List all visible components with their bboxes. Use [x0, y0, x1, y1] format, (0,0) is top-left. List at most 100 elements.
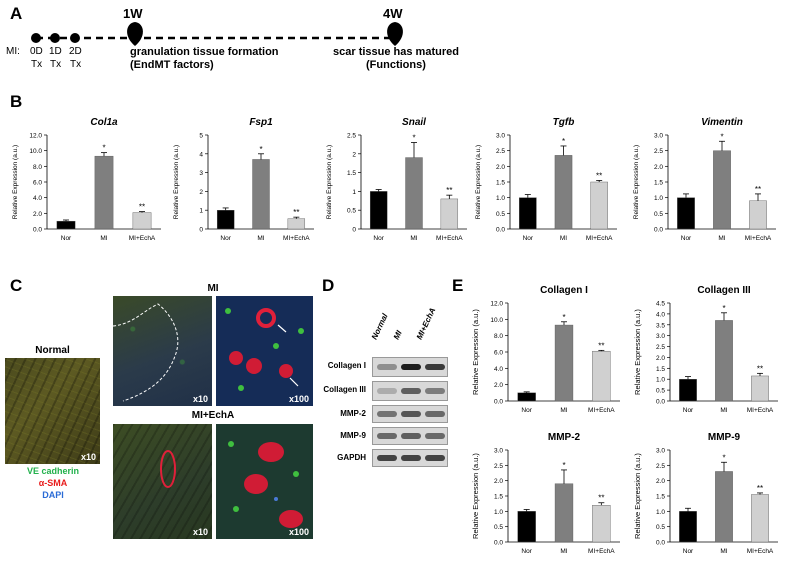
- y-tick-label: 0.0: [496, 227, 505, 234]
- bar-MI: [715, 320, 733, 402]
- y-tick-label: 3.0: [654, 133, 663, 140]
- blot-strip-1: [372, 381, 448, 401]
- bar-Nor: [679, 511, 697, 543]
- significance-mark: *: [720, 132, 723, 141]
- blot-band: [401, 455, 421, 461]
- micrograph-mi-echa-x10: x10: [113, 424, 212, 539]
- category-label: MI+EchA: [436, 235, 463, 242]
- significance-mark: **: [139, 203, 145, 212]
- legend-dapi: DAPI: [42, 490, 64, 500]
- bar-MI+EchA: [590, 181, 608, 230]
- y-tick-label: 0.5: [656, 524, 665, 531]
- y-axis-label: Relative Expression (a.u.): [633, 453, 642, 539]
- bar-Nor: [369, 191, 388, 230]
- y-tick-label: 2.0: [656, 478, 665, 485]
- panel-label-e: E: [452, 276, 464, 295]
- bar-MI: [554, 483, 574, 543]
- y-tick-label: 1.0: [494, 509, 503, 516]
- bar-MI: [94, 155, 114, 230]
- micrograph-normal: x10: [5, 358, 100, 464]
- y-tick-label: 1.5: [494, 494, 503, 501]
- y-tick-label: 2.5: [496, 148, 505, 155]
- bar-MI: [713, 150, 731, 230]
- significance-mark: *: [102, 144, 105, 153]
- y-axis-label: Relative Expression (a.u.): [12, 145, 19, 219]
- blot-band: [401, 411, 421, 417]
- y-tick-label: 1.5: [654, 180, 663, 187]
- y-tick-label: 0.5: [496, 211, 505, 218]
- bar-MI+EchA: [592, 505, 611, 543]
- normal-mag: x10: [80, 452, 96, 462]
- day-2-tx: Tx: [70, 59, 82, 70]
- category-label: Nor: [521, 407, 532, 414]
- bar-MI+EchA: [592, 350, 611, 402]
- y-tick-label: 2.0: [654, 164, 663, 171]
- normal-title: Normal: [35, 345, 70, 356]
- significance-mark: **: [596, 171, 602, 180]
- bar-MI+EchA: [440, 198, 459, 230]
- panel-label-b: B: [10, 92, 23, 111]
- day-1-label: 1D: [49, 46, 62, 57]
- chart-title: Tgfb: [553, 117, 575, 128]
- y-tick-label: 0.0: [654, 227, 663, 234]
- y-tick-label: 12.0: [29, 133, 42, 140]
- mi-label: MI:: [6, 46, 20, 57]
- category-label: MI: [560, 235, 567, 242]
- panel-label-a: A: [10, 4, 23, 23]
- y-tick-label: 3.0: [494, 448, 503, 455]
- y-tick-label: 3.0: [496, 133, 505, 140]
- bar-Nor: [56, 220, 76, 230]
- y-tick-label: 3.5: [656, 322, 665, 329]
- panel-label-c: C: [10, 276, 23, 295]
- y-tick-label: 2.0: [496, 164, 505, 171]
- blot-band: [401, 433, 421, 439]
- significance-mark: *: [562, 313, 565, 322]
- chart-title: Col1a: [90, 117, 118, 128]
- y-tick-label: 2.5: [654, 148, 663, 155]
- mi-title: MI: [207, 283, 219, 294]
- bar-MI: [554, 324, 574, 402]
- y-tick-label: 0.5: [656, 388, 665, 395]
- category-label: MI: [720, 548, 727, 555]
- blot-label-3: MMP-9: [340, 431, 366, 440]
- category-label: MI+EchA: [588, 548, 615, 555]
- y-tick-label: 2.5: [494, 463, 503, 470]
- significance-mark: *: [562, 461, 565, 470]
- day-2-label: 2D: [69, 46, 82, 57]
- y-tick-label: 1.5: [496, 180, 505, 187]
- y-tick-label: 1.0: [654, 195, 663, 202]
- panel-label-d: D: [322, 276, 335, 295]
- y-tick-label: 0.0: [494, 540, 503, 547]
- y-tick-label: 6.0: [33, 180, 42, 187]
- significance-mark: **: [293, 208, 299, 217]
- day-0-tx: Tx: [31, 59, 43, 70]
- category-label: Nor: [683, 407, 694, 414]
- significance-mark: **: [598, 341, 604, 350]
- day-1-tx: Tx: [50, 59, 62, 70]
- blot-band: [425, 411, 445, 417]
- y-tick-label: 1.5: [656, 494, 665, 501]
- blot-band: [425, 455, 445, 461]
- y-tick-label: 2.0: [33, 211, 42, 218]
- significance-mark: *: [562, 137, 565, 146]
- y-axis-label: Relative Expression (a.u.): [173, 145, 180, 219]
- blot-label-0: Collagen I: [327, 361, 366, 370]
- y-tick-label: 3: [199, 170, 203, 177]
- significance-mark: *: [259, 145, 262, 154]
- y-tick-label: 1.0: [656, 377, 665, 384]
- y-tick-label: 2.0: [494, 478, 503, 485]
- y-tick-label: 0.0: [494, 399, 503, 406]
- y-tick-label: 0.5: [347, 208, 356, 215]
- y-tick-label: 8.0: [494, 333, 503, 340]
- blot-label-2: MMP-2: [340, 409, 366, 418]
- bar-MI: [405, 157, 423, 230]
- blot-band: [377, 364, 397, 370]
- chart-title: Fsp1: [249, 117, 273, 128]
- week1-line1: granulation tissue formation: [130, 46, 279, 58]
- blot-band: [425, 433, 445, 439]
- blot-band: [401, 364, 421, 370]
- category-label: Nor: [683, 548, 694, 555]
- timeline-line: [31, 22, 403, 46]
- y-tick-label: 2.5: [656, 344, 665, 351]
